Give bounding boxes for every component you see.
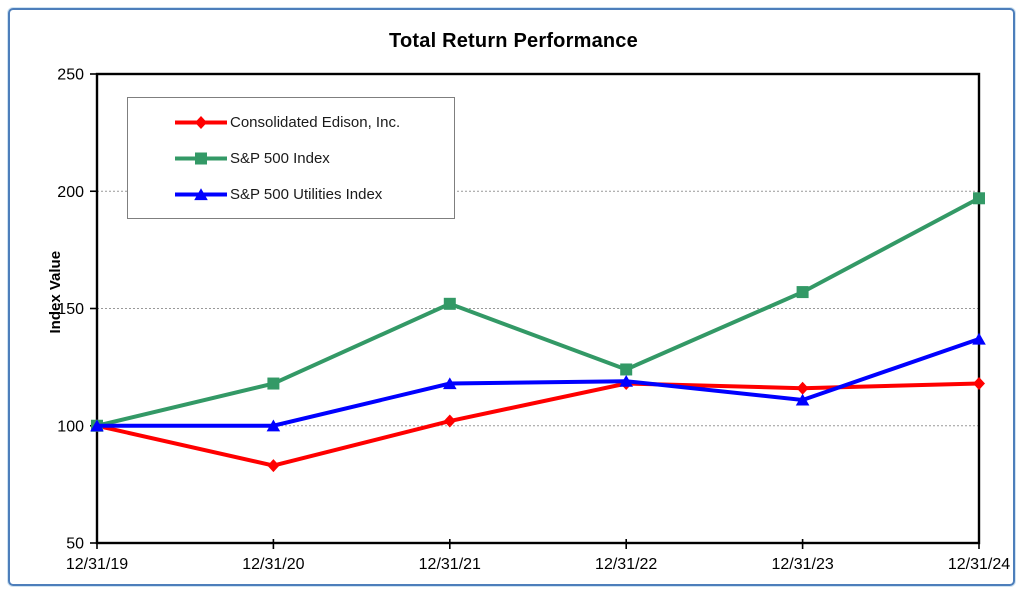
series-marker-square bbox=[973, 192, 985, 205]
x-tick-label: 12/31/22 bbox=[595, 556, 657, 573]
series-line bbox=[96, 381, 980, 468]
y-tick-label: 100 bbox=[57, 418, 84, 435]
legend-label: S&P 500 Utilities Index bbox=[230, 185, 383, 203]
series-marker-triangle bbox=[266, 419, 281, 432]
x-tick-label: 12/31/19 bbox=[66, 556, 128, 573]
legend: Consolidated Edison, Inc. S&P 500 Index … bbox=[127, 97, 455, 219]
chart-outer-border bbox=[8, 8, 1015, 586]
series-marker-square bbox=[796, 286, 809, 299]
series-marker-triangle bbox=[619, 374, 633, 387]
series-marker-square bbox=[443, 297, 456, 310]
x-tick-label: 12/31/23 bbox=[771, 556, 833, 573]
legend-swatch-square bbox=[175, 152, 227, 164]
y-tick-label: 150 bbox=[57, 301, 84, 318]
legend-entry: S&P 500 Utilities Index bbox=[174, 183, 454, 205]
series-line bbox=[96, 196, 980, 428]
legend-swatch-diamond bbox=[175, 115, 227, 129]
series-marker-triangle bbox=[972, 332, 986, 345]
legend-marker-square bbox=[195, 152, 207, 164]
x-tick-label: 12/31/24 bbox=[948, 556, 1010, 573]
y-tick-label: 250 bbox=[57, 67, 84, 84]
series-marker-square bbox=[267, 377, 280, 390]
legend-swatch-triangle bbox=[175, 187, 227, 200]
legend-marker-diamond bbox=[195, 115, 207, 129]
legend-marker-triangle bbox=[194, 187, 208, 200]
x-tick-label: 12/31/21 bbox=[419, 556, 481, 573]
series-marker-diamond bbox=[973, 377, 985, 391]
legend-label: S&P 500 Index bbox=[230, 149, 330, 167]
series-line bbox=[97, 337, 980, 428]
legend-entry: S&P 500 Index bbox=[174, 147, 454, 169]
series-marker-square bbox=[620, 363, 633, 376]
series-marker-diamond bbox=[443, 414, 456, 428]
legend-label: Consolidated Edison, Inc. bbox=[230, 113, 401, 131]
series-marker-triangle bbox=[795, 393, 810, 406]
series-marker-diamond bbox=[796, 381, 809, 395]
x-tick-label: 12/31/20 bbox=[242, 556, 304, 573]
series-marker-diamond bbox=[267, 459, 280, 473]
legend-entry: Consolidated Edison, Inc. bbox=[174, 111, 454, 133]
series-marker-triangle bbox=[443, 377, 457, 390]
y-tick-label: 50 bbox=[66, 536, 84, 553]
chart-title: Total Return Performance bbox=[389, 30, 638, 52]
y-tick-label: 200 bbox=[57, 184, 84, 201]
series-marker-triangle bbox=[90, 419, 104, 432]
